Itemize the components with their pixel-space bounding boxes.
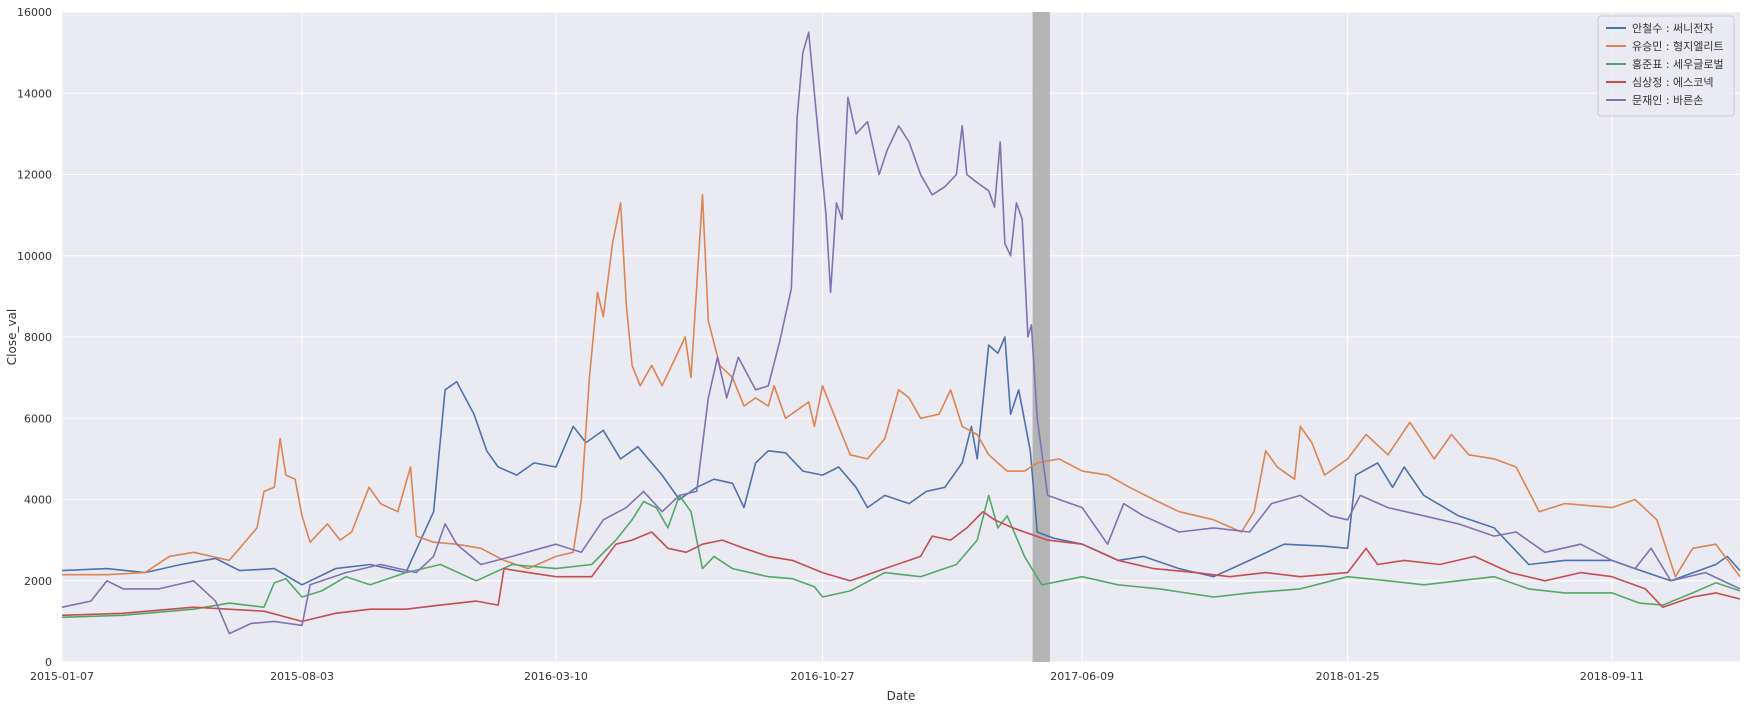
y-axis-label: Close_val [5,309,19,365]
x-tick-label: 2018-01-25 [1316,670,1380,683]
x-tick-label: 2015-08-03 [270,670,334,683]
y-tick-label: 0 [45,656,52,669]
legend-entry-label: 문재인 : 바른손 [1632,94,1703,107]
shaded-band [1032,12,1050,662]
legend-entry-label: 안철수 : 써니전자 [1632,22,1714,35]
x-tick-label: 2015-01-07 [30,670,94,683]
x-tick-label: 2017-06-09 [1050,670,1114,683]
series-line-3 [61,494,1741,619]
legend-entry-label: 유승민 : 형지엘리트 [1632,40,1724,53]
x-tick-label: 2016-10-27 [791,670,855,683]
y-tick-label: 6000 [24,412,52,425]
grid-lines [61,11,1740,663]
y-tick-label: 4000 [24,494,52,507]
tick-labels: 0 2000 4000 6000 8000 10000 12000 14000 16000 201… [17,6,1644,683]
legend-entry-label: 홍준표 : 세우글로벌 [1632,57,1724,71]
legend-box [1597,15,1735,117]
series-line-5 [61,31,1741,635]
y-tick-label: 2000 [24,575,52,588]
x-axis-label: Date [887,689,916,703]
y-tick-label: 10000 [17,250,52,263]
series-line-4 [61,510,1741,623]
shaded-band-layer [1032,12,1050,662]
y-tick-label: 16000 [17,6,52,19]
y-tick-label: 8000 [24,331,52,344]
y-tick-label: 14000 [17,87,52,100]
legend-entry-label: 심상정 : 에스코넥 [1632,76,1714,89]
x-tick-label: 2016-03-10 [524,670,588,683]
x-tick-label: 2018-09-11 [1580,670,1644,683]
series-layer [61,31,1741,635]
y-tick-label: 12000 [17,169,52,182]
series-line-1 [61,336,1741,586]
series-line-2 [62,194,1741,578]
